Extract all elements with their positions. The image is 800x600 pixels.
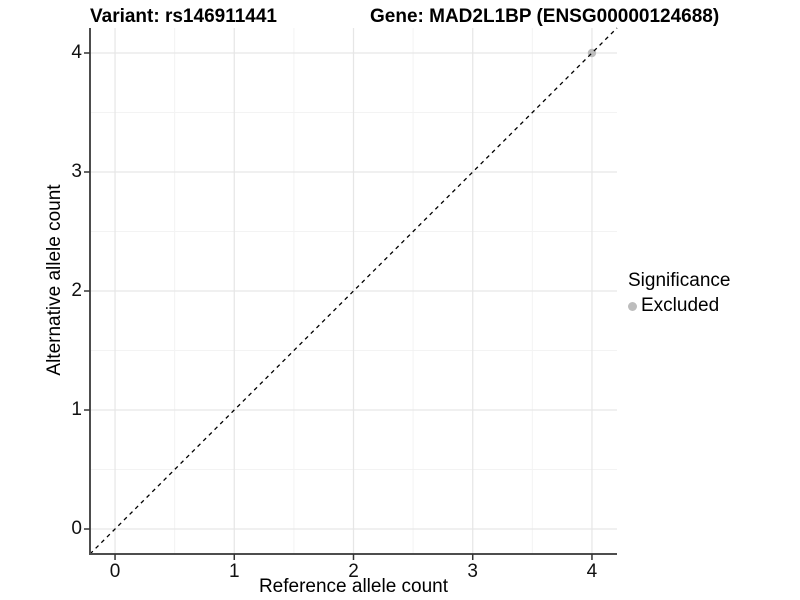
legend-title: Significance: [628, 270, 731, 291]
legend-item-label: Excluded: [641, 295, 720, 316]
y-tick-label: 1: [71, 399, 82, 420]
gene-title: Gene: MAD2L1BP (ENSG00000124688): [370, 6, 720, 27]
plot-area: [84, 27, 618, 560]
y-tick-label: 3: [71, 160, 82, 182]
legend-item-excluded: Excluded: [628, 295, 730, 317]
x-axis-title: Reference allele count: [258, 576, 449, 597]
plot-canvas: [84, 27, 618, 560]
y-tick-label: 4: [71, 41, 82, 63]
excluded-point-icon: [628, 301, 637, 311]
x-tick-label: 1: [228, 561, 240, 582]
y-tick-label: 0: [71, 518, 82, 539]
x-tick-label: 2: [348, 561, 359, 582]
x-tick-label: 0: [109, 561, 121, 582]
x-tick-label: 4: [586, 561, 598, 582]
x-tick-label: 3: [467, 561, 478, 582]
y-tick-label: 2: [71, 280, 82, 301]
legend: Significance Excluded: [628, 270, 730, 317]
variant-title: Variant: rs146911441: [90, 6, 277, 27]
y-axis-title: Alternative allele count: [44, 184, 65, 376]
